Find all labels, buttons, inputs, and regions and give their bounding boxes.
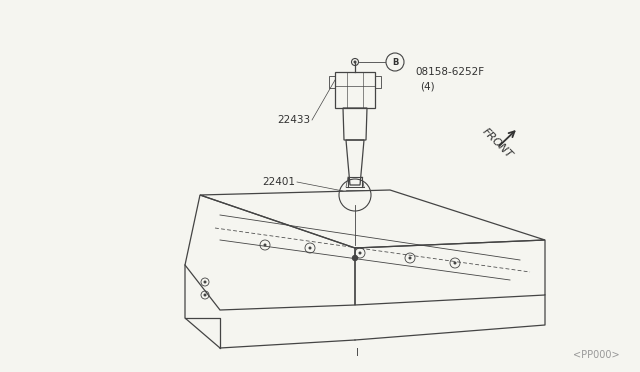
Circle shape — [264, 244, 266, 247]
Circle shape — [204, 280, 207, 283]
Text: (4): (4) — [420, 81, 435, 91]
Text: 08158-6252F: 08158-6252F — [415, 67, 484, 77]
Circle shape — [408, 257, 412, 260]
Circle shape — [353, 256, 358, 260]
Circle shape — [204, 294, 207, 296]
Circle shape — [358, 251, 362, 254]
Circle shape — [353, 61, 356, 64]
Text: 22433: 22433 — [277, 115, 310, 125]
Text: I: I — [356, 348, 358, 358]
Text: FRONT: FRONT — [480, 126, 514, 160]
Text: 22401: 22401 — [262, 177, 295, 187]
Text: <PP000>: <PP000> — [573, 350, 620, 360]
Circle shape — [308, 247, 312, 250]
Text: B: B — [392, 58, 398, 67]
Circle shape — [454, 262, 456, 264]
